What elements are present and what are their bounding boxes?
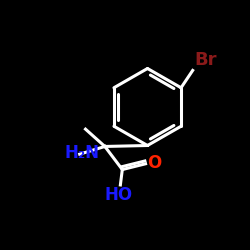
Text: H₂N: H₂N bbox=[64, 144, 99, 162]
Text: Br: Br bbox=[194, 52, 217, 70]
Text: HO: HO bbox=[105, 186, 133, 204]
Text: O: O bbox=[148, 154, 162, 172]
